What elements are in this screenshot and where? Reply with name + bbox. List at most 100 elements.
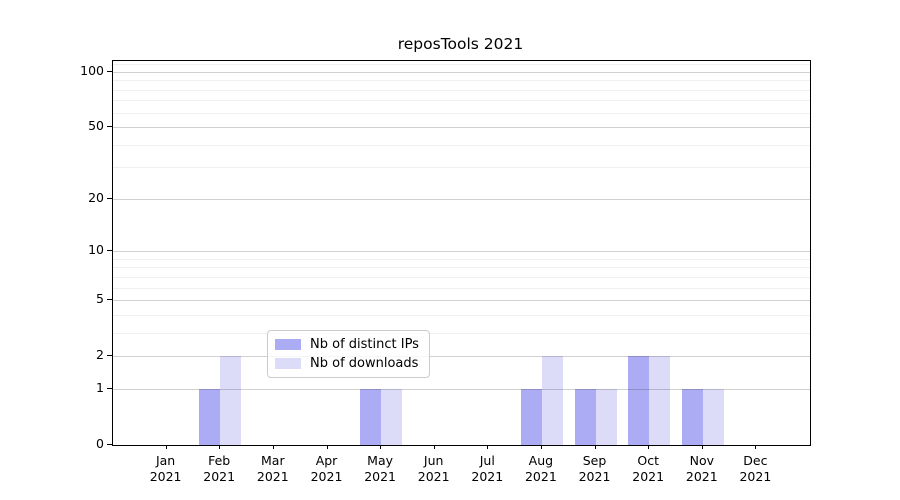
x-tick-label: May 2021 [345, 453, 415, 485]
bar-downloads [702, 388, 724, 445]
x-tick-label-line: 2021 [417, 469, 450, 484]
x-tick-label: Jan 2021 [131, 453, 201, 485]
bar-distinct-ips [360, 388, 382, 445]
x-tick-label-line: Jul [479, 453, 495, 468]
y-tick-mark [107, 70, 112, 72]
gridline-major [113, 300, 810, 302]
x-tick-label: Oct 2021 [613, 453, 683, 485]
gridline-major [113, 127, 810, 129]
bar-downloads [220, 356, 242, 445]
x-tick-mark [433, 445, 435, 449]
y-tick-mark [107, 299, 112, 301]
x-tick-label: Mar 2021 [238, 453, 308, 485]
x-tick-label: Feb 2021 [184, 453, 254, 485]
y-tick-mark [107, 355, 112, 357]
x-tick-mark [487, 445, 489, 449]
x-tick-label-line: 2021 [364, 469, 396, 484]
x-tick-label-line: Aug [528, 453, 554, 468]
legend: Nb of distinct IPs Nb of downloads [267, 330, 430, 378]
x-tick-label-line: Dec [743, 453, 768, 468]
x-tick-label-line: Jun [423, 453, 444, 468]
plot-area [112, 60, 811, 446]
gridline-minor [113, 64, 810, 66]
x-tick-label-line: 2021 [203, 469, 236, 484]
x-tick-label-line: Apr [315, 453, 338, 468]
x-tick-mark [326, 445, 328, 449]
gridline-minor [113, 276, 810, 278]
x-tick-label: Dec 2021 [720, 453, 790, 485]
bar-downloads [595, 388, 617, 445]
y-tick-mark [107, 250, 112, 252]
y-tick-label: 0 [96, 435, 104, 451]
x-tick-mark [165, 445, 167, 449]
bar-distinct-ips [681, 388, 703, 445]
legend-label: Nb of downloads [310, 356, 419, 371]
gridline-minor [113, 80, 810, 82]
x-tick-label: Nov 2021 [667, 453, 737, 485]
x-tick-mark [594, 445, 596, 449]
x-tick-label-line: Nov [689, 453, 714, 468]
x-tick-mark [272, 445, 274, 449]
y-tick-label: 5 [96, 290, 104, 306]
gridline-major [113, 356, 810, 358]
bar-distinct-ips [199, 388, 221, 445]
chart-title: reposTools 2021 [397, 35, 524, 53]
bar-distinct-ips [574, 388, 596, 445]
gridline-minor [113, 100, 810, 102]
legend-swatch [275, 339, 301, 350]
gridline-major [113, 251, 810, 253]
x-tick-label: Jun 2021 [399, 453, 469, 485]
y-tick-label: 50 [88, 117, 104, 133]
gridline-minor [113, 89, 810, 91]
x-tick-mark [380, 445, 382, 449]
gridline-minor [113, 287, 810, 289]
bar-downloads [381, 388, 403, 445]
legend-row: Nb of downloads [275, 356, 419, 371]
y-tick-mark [107, 197, 112, 199]
x-tick-mark [540, 445, 542, 449]
x-tick-label-line: May [367, 453, 394, 468]
gridline-minor [113, 144, 810, 146]
x-tick-label-line: Feb [208, 453, 231, 468]
x-tick-label: Aug 2021 [506, 453, 576, 485]
x-tick-label-line: Mar [261, 453, 285, 468]
x-tick-label: Sep 2021 [560, 453, 630, 485]
y-tick-mark [107, 444, 112, 445]
y-tick-label: 10 [88, 241, 104, 257]
y-tick-mark [107, 387, 112, 389]
y-tick-label: 100 [80, 62, 104, 78]
gridline-major [113, 71, 810, 73]
x-tick-label-line: Oct [637, 453, 659, 468]
legend-swatch [275, 358, 301, 369]
x-tick-label-line: 2021 [739, 469, 772, 484]
x-tick-mark [219, 445, 221, 449]
x-tick-label-line: 2021 [310, 469, 343, 484]
gridline-minor [113, 267, 810, 269]
x-tick-label-line: 2021 [256, 469, 289, 484]
bar-distinct-ips [520, 388, 542, 445]
y-tick-label: 2 [96, 346, 104, 362]
bar-downloads [649, 356, 671, 445]
gridline-minor [113, 112, 810, 114]
x-tick-label-line: Jan [155, 453, 176, 468]
gridline-minor [113, 167, 810, 169]
y-tick-label: 20 [88, 189, 104, 205]
x-tick-label-line: 2021 [632, 469, 665, 484]
gridline-minor [113, 258, 810, 260]
x-tick-label-line: Sep [582, 453, 607, 468]
gridline-minor [113, 332, 810, 334]
y-tick-mark [107, 126, 112, 128]
x-tick-label-line: 2021 [524, 469, 557, 484]
x-tick-label: Jul 2021 [452, 453, 522, 485]
x-tick-mark [755, 445, 757, 449]
x-tick-label-line: 2021 [685, 469, 718, 484]
x-tick-label-line: 2021 [578, 469, 611, 484]
x-tick-mark [648, 445, 650, 449]
bar-distinct-ips [628, 356, 650, 445]
legend-row: Nb of distinct IPs [275, 337, 419, 352]
gridline-major [113, 198, 810, 200]
legend-label: Nb of distinct IPs [310, 337, 419, 352]
bar-downloads [541, 356, 563, 445]
y-tick-label: 1 [96, 379, 104, 395]
